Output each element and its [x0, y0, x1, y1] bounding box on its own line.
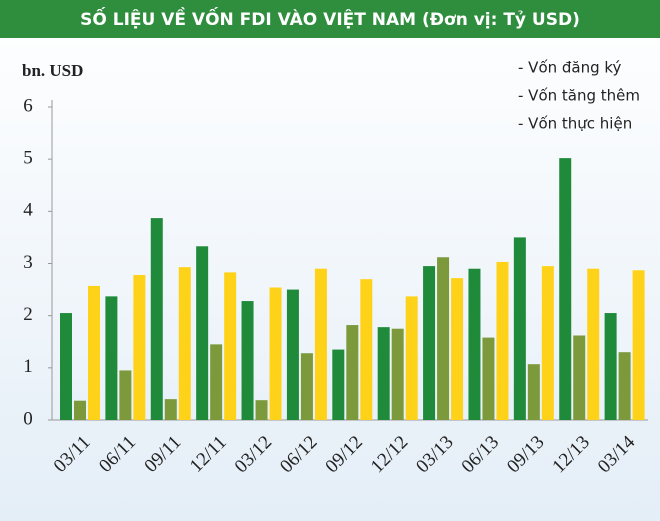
bar	[513, 237, 526, 420]
legend-label: - Vốn đăng ký	[518, 59, 622, 77]
bar	[437, 257, 450, 420]
bar	[573, 335, 586, 420]
bar	[423, 266, 436, 420]
bar	[377, 327, 390, 420]
bar	[300, 353, 313, 420]
bar	[405, 296, 418, 420]
bar	[587, 268, 600, 420]
bar	[482, 337, 495, 420]
bar	[60, 313, 72, 420]
bar	[133, 274, 146, 420]
y-tick-label: 5	[23, 148, 33, 169]
title-band	[0, 0, 660, 38]
bar	[618, 352, 631, 420]
bar	[496, 261, 509, 420]
bar	[314, 268, 327, 420]
bar	[105, 296, 118, 420]
bar	[241, 301, 254, 420]
bar	[286, 289, 299, 420]
legend-label: - Vốn thực hiện	[518, 115, 632, 133]
bar	[346, 325, 359, 420]
bar	[391, 328, 404, 420]
bar	[541, 266, 554, 420]
y-tick-label: 6	[23, 95, 33, 116]
bar	[210, 344, 223, 420]
legend-label: - Vốn tăng thêm	[518, 87, 640, 105]
bar	[119, 370, 132, 420]
bar	[269, 287, 282, 420]
bar	[255, 400, 268, 420]
bar	[451, 278, 464, 420]
bar	[88, 285, 100, 420]
chart-title: SỐ LIỆU VỀ VỐN FDI VÀO VIỆT NAM (Đơn vị:…	[80, 6, 580, 30]
bar	[164, 399, 177, 420]
bar	[632, 270, 645, 420]
bar	[604, 313, 617, 420]
bar	[74, 400, 86, 420]
y-tick-label: 2	[23, 304, 33, 325]
y-tick-label: 4	[23, 200, 33, 221]
bar	[196, 246, 209, 420]
bar	[332, 349, 345, 420]
bar	[527, 364, 540, 420]
y-tick-label: 3	[23, 252, 33, 273]
y-axis-label: bn. USD	[22, 61, 83, 80]
bar	[150, 218, 163, 420]
bar	[360, 279, 373, 420]
bar	[468, 268, 481, 420]
y-tick-label: 0	[23, 408, 33, 429]
bar	[224, 272, 237, 420]
bar	[178, 267, 191, 420]
y-tick-label: 1	[23, 356, 33, 377]
bar	[559, 158, 572, 420]
